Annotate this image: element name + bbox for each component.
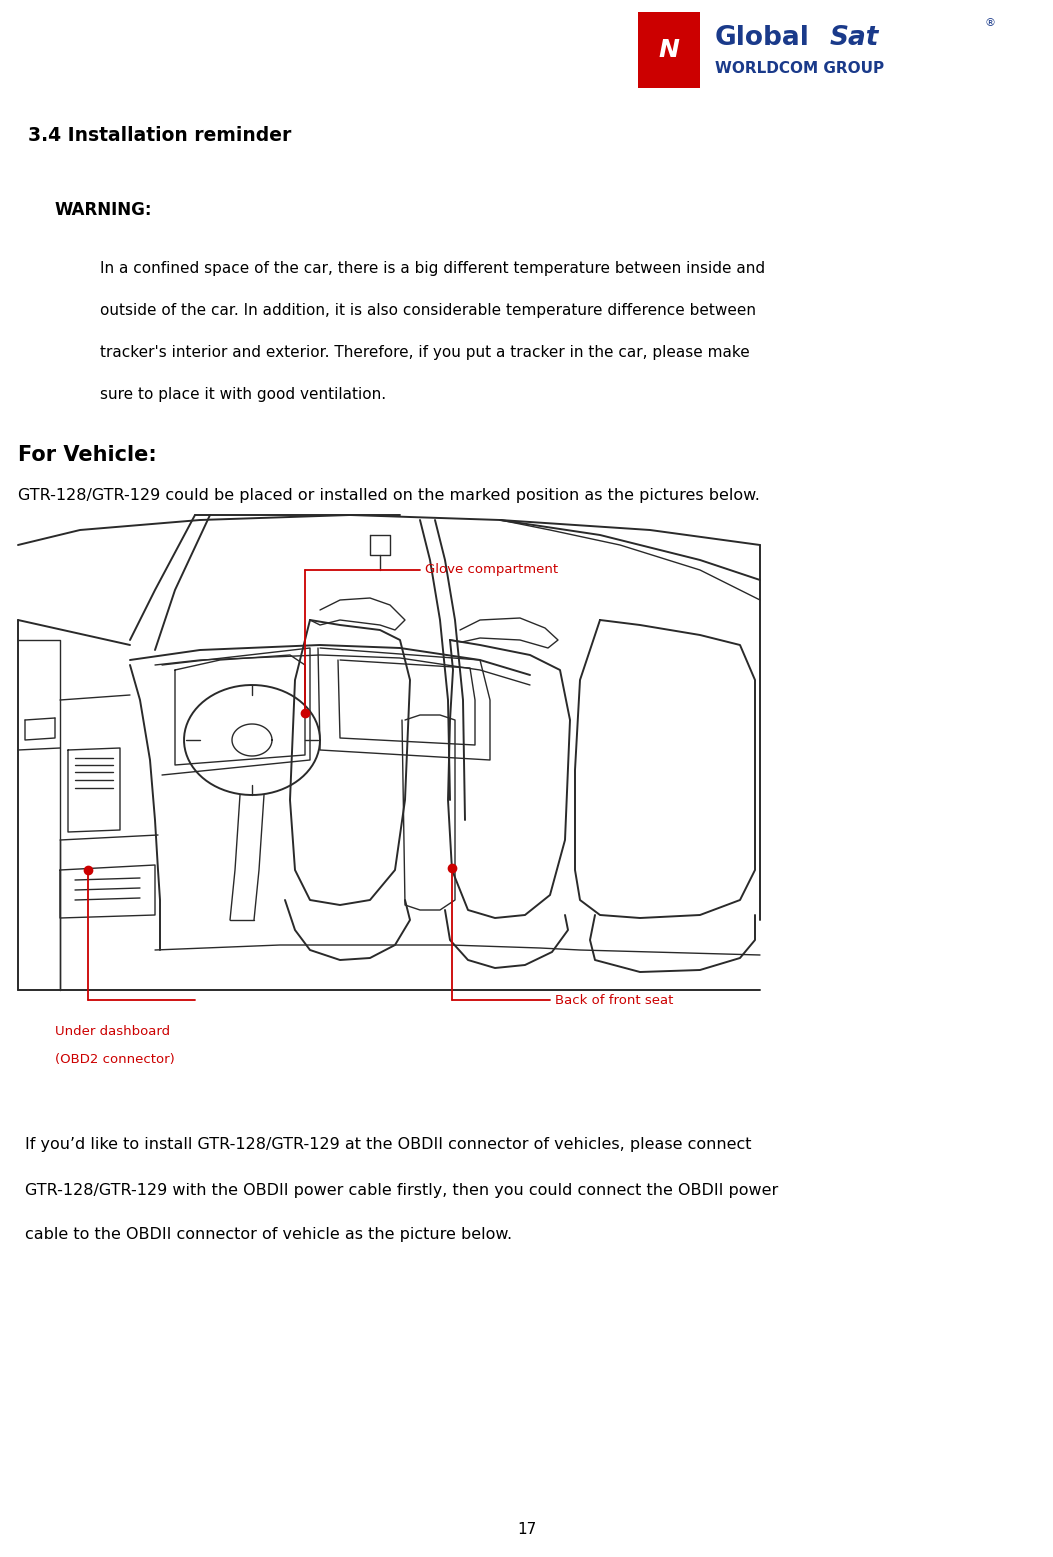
Text: Under dashboard: Under dashboard — [55, 1025, 171, 1039]
Text: WORLDCOM GROUP: WORLDCOM GROUP — [715, 61, 885, 75]
Text: cable to the OBDII connector of vehicle as the picture below.: cable to the OBDII connector of vehicle … — [25, 1227, 512, 1242]
Text: GTR-128/GTR-129 with the OBDII power cable firstly, then you could connect the O: GTR-128/GTR-129 with the OBDII power cab… — [25, 1182, 778, 1197]
Text: 17: 17 — [517, 1523, 537, 1537]
Text: Glove compartment: Glove compartment — [425, 564, 558, 576]
Text: WARNING:: WARNING: — [55, 201, 153, 220]
Text: If you’d like to install GTR-128/GTR-129 at the OBDII connector of vehicles, ple: If you’d like to install GTR-128/GTR-129… — [25, 1138, 752, 1152]
Text: GTR-128/GTR-129 could be placed or installed on the marked position as the pictu: GTR-128/GTR-129 could be placed or insta… — [18, 487, 760, 503]
Text: Global: Global — [715, 25, 810, 51]
Text: For Vehicle:: For Vehicle: — [18, 445, 157, 466]
Bar — [638, 12, 700, 89]
Text: (OBD2 connector): (OBD2 connector) — [55, 1053, 175, 1067]
Text: outside of the car. In addition, it is also considerable temperature difference : outside of the car. In addition, it is a… — [100, 302, 756, 318]
Text: Sat: Sat — [830, 25, 879, 51]
Text: ®: ® — [985, 19, 996, 28]
Text: Back of front seat: Back of front seat — [555, 993, 673, 1006]
Text: In a confined space of the car, there is a big different temperature between ins: In a confined space of the car, there is… — [100, 260, 766, 276]
Text: tracker's interior and exterior. Therefore, if you put a tracker in the car, ple: tracker's interior and exterior. Therefo… — [100, 344, 750, 360]
Text: N: N — [658, 37, 679, 62]
Text: 3.4 Installation reminder: 3.4 Installation reminder — [28, 126, 292, 145]
Text: sure to place it with good ventilation.: sure to place it with good ventilation. — [100, 386, 386, 402]
